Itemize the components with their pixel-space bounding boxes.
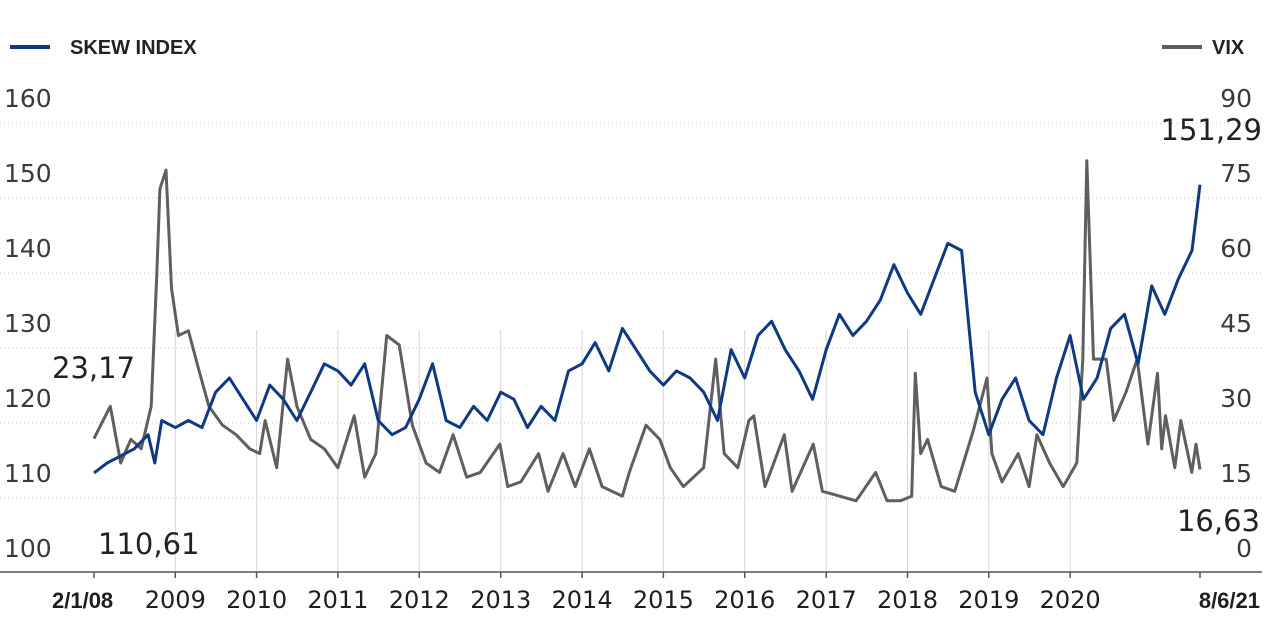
vix-series-line bbox=[92, 159, 1202, 503]
vix-start-annotation: 23,17 bbox=[52, 351, 135, 385]
vix-end-annotation: 16,63 bbox=[1177, 504, 1260, 538]
x-tick-label-2-1-08: 2/1/08 bbox=[52, 588, 113, 613]
x-tick-label-2010: 2010 bbox=[226, 586, 287, 614]
x-tick-label-2009: 2009 bbox=[145, 586, 206, 614]
horizontal-gridlines bbox=[0, 122, 1262, 499]
y-left-tick-120: 120 bbox=[4, 384, 52, 413]
y-left-tick-130: 130 bbox=[4, 309, 52, 338]
y-axis-left: 160 150 140 130 120 110 100 bbox=[4, 84, 52, 563]
vertical-year-lines bbox=[174, 330, 1071, 572]
x-tick-label-2011: 2011 bbox=[307, 586, 368, 614]
skew-series-line bbox=[93, 184, 1202, 475]
x-tick-label-8-6-21: 8/6/21 bbox=[1199, 588, 1260, 613]
skew-end-annotation: 151,29 bbox=[1161, 113, 1262, 147]
skew-start-annotation: 110,61 bbox=[98, 527, 199, 561]
skew-legend-label: SKEW INDEX bbox=[70, 37, 197, 59]
x-tick-label-2020: 2020 bbox=[1040, 586, 1101, 614]
y-left-tick-100: 100 bbox=[4, 534, 52, 563]
y-left-tick-140: 140 bbox=[4, 234, 52, 263]
vix-legend-label: VIX bbox=[1212, 37, 1245, 59]
x-tick-label-2012: 2012 bbox=[389, 586, 450, 614]
x-tick-label-2019: 2019 bbox=[958, 586, 1019, 614]
y-right-tick-30: 30 bbox=[1220, 384, 1252, 413]
y-right-tick-90: 90 bbox=[1220, 84, 1252, 113]
x-tick-label-2014: 2014 bbox=[552, 586, 613, 614]
y-right-tick-15: 15 bbox=[1220, 459, 1252, 488]
x-axis-tick-marks bbox=[93, 572, 1201, 578]
y-right-tick-60: 60 bbox=[1220, 234, 1252, 263]
x-tick-label-2013: 2013 bbox=[470, 586, 531, 614]
x-tick-label-2016: 2016 bbox=[714, 586, 775, 614]
y-left-tick-150: 150 bbox=[4, 159, 52, 188]
y-axis-right: 90 75 60 45 30 15 0 bbox=[1220, 84, 1252, 563]
y-right-tick-0: 0 bbox=[1236, 534, 1252, 563]
y-left-tick-160: 160 bbox=[4, 84, 52, 113]
x-tick-label-2017: 2017 bbox=[796, 586, 857, 614]
x-tick-label-2018: 2018 bbox=[877, 586, 938, 614]
y-right-tick-45: 45 bbox=[1220, 309, 1252, 338]
x-axis-labels: 2/1/08 2009 2010 2011 2012 2013 2014 2015 2016 20… bbox=[52, 586, 1260, 614]
y-left-tick-110: 110 bbox=[4, 459, 52, 488]
x-tick-label-2015: 2015 bbox=[633, 586, 694, 614]
y-right-tick-75: 75 bbox=[1220, 159, 1252, 188]
